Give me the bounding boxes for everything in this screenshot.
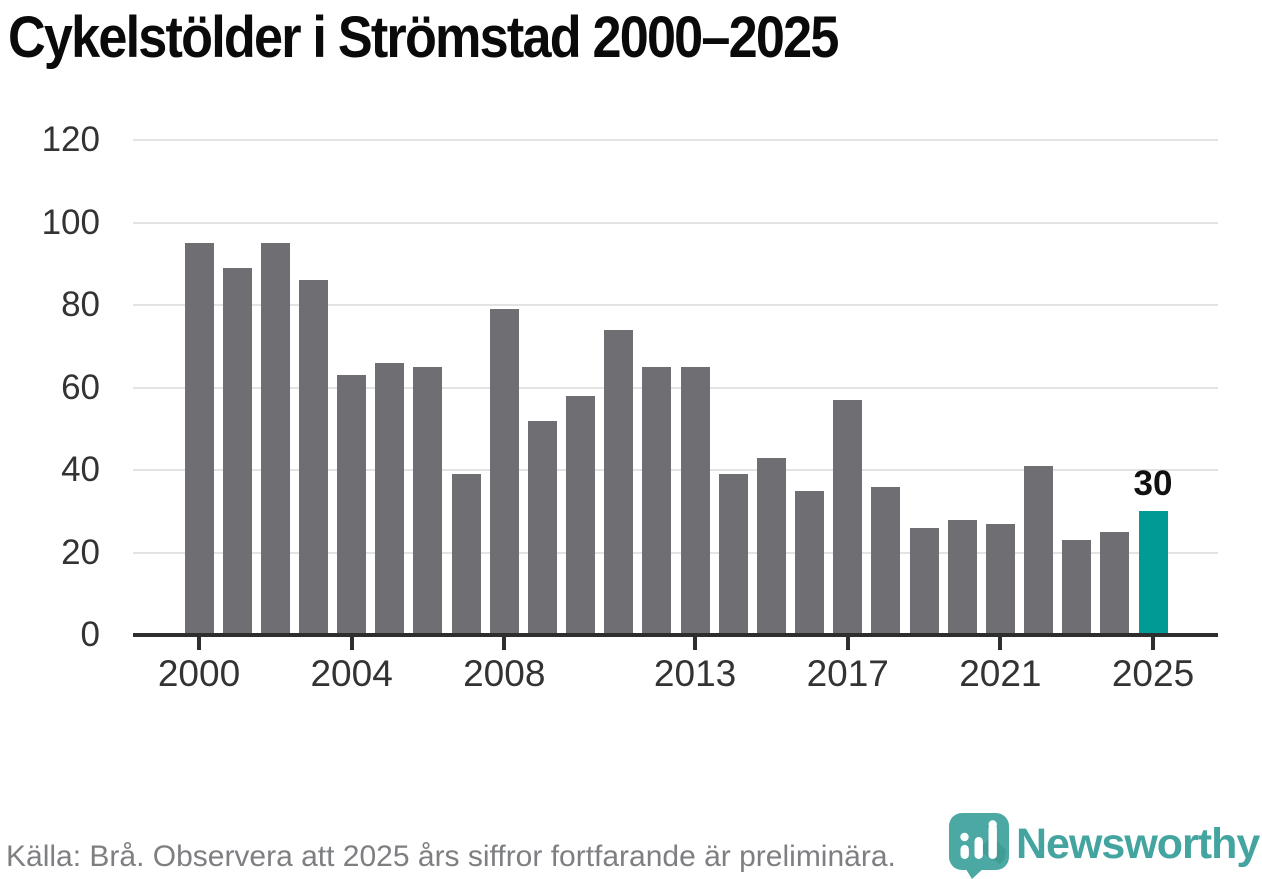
x-tick-2017 (845, 637, 850, 650)
x-tick-label: 2021 (959, 653, 1042, 694)
bar-2013 (680, 366, 710, 635)
bar-2012 (642, 366, 672, 635)
x-tick-label: 2017 (806, 653, 889, 694)
x-tick-2013 (693, 637, 698, 650)
newsworthy-logo-icon (949, 813, 1009, 879)
x-tick-label: 2000 (157, 653, 241, 694)
source-note: Källa: Brå. Observera att 2025 års siffr… (6, 840, 896, 873)
chart-title: Cykelstölder i Strömstad 2000–2025 (8, 5, 839, 70)
bar-2022 (1024, 465, 1054, 635)
x-axis-line (133, 633, 1218, 637)
x-tick-label: 2025 (1111, 653, 1195, 694)
bar-2018 (871, 486, 901, 635)
bar-2020 (947, 519, 977, 635)
y-tick-label: 20 (61, 532, 100, 572)
gridline-y-60 (133, 386, 1218, 389)
bar-2004 (337, 375, 367, 635)
y-tick-label: 0 (80, 615, 100, 654)
y-tick-label: 100 (41, 202, 100, 242)
bar-2011 (604, 329, 634, 635)
bar-2006 (413, 366, 443, 635)
plot-area: 0 20 40 60 80 100 120 2000 2004 2008 2013 2017 2021 2… (42, 120, 1218, 694)
bar-2023 (1062, 540, 1092, 635)
bar-2019 (909, 527, 939, 635)
bar-2005 (375, 362, 405, 635)
bar-2007 (451, 474, 481, 635)
bar-2008 (489, 309, 519, 635)
gridline-y-120 (133, 139, 1218, 141)
gridline-y-80 (133, 304, 1218, 306)
bar-2015 (756, 457, 786, 635)
x-tick-2004 (349, 637, 354, 650)
newsworthy-wordmark: Newsworthy (1016, 820, 1260, 868)
bar-2016 (795, 490, 825, 635)
newsworthy-logo: Newsworthy (948, 812, 1262, 879)
bar-2002 (260, 243, 290, 635)
x-tick-2000 (197, 637, 201, 650)
bar-2010 (566, 395, 596, 635)
x-tick-label: 2008 (463, 653, 546, 694)
bar-2017 (833, 399, 863, 635)
x-tick-2008 (502, 637, 507, 650)
y-tick-label: 40 (61, 450, 100, 489)
x-tick-label: 2013 (653, 653, 737, 694)
gridline-y-100 (133, 221, 1218, 224)
y-tick-label: 60 (61, 367, 100, 407)
y-tick-label: 120 (41, 120, 100, 159)
gridline-y-40 (133, 469, 1218, 471)
x-tick-2025 (1151, 637, 1155, 650)
bar-2003 (298, 280, 328, 635)
x-tick-2021 (998, 637, 1003, 650)
bar-2001 (222, 267, 252, 635)
bar-2000 (184, 243, 214, 635)
bar-2021 (985, 523, 1015, 635)
bar-2025 (1138, 511, 1168, 635)
bar-2014 (718, 474, 748, 635)
bar-2009 (527, 420, 557, 635)
gridline-y-20 (133, 551, 1218, 554)
x-tick-label: 2004 (310, 653, 393, 694)
bar-2024 (1100, 531, 1130, 635)
y-tick-label: 80 (61, 285, 100, 324)
highlight-value-label: 30 (1133, 464, 1173, 504)
